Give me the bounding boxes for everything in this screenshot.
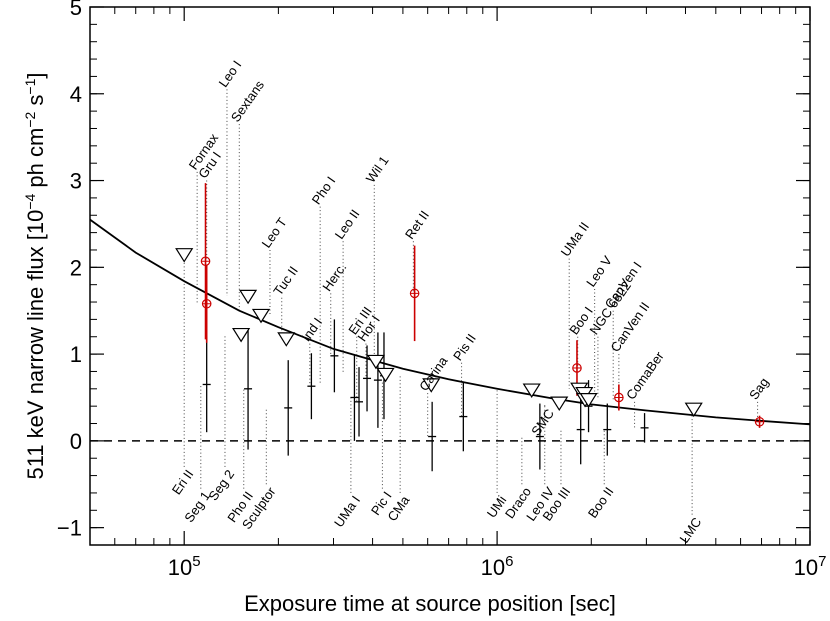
upper-limit-triangle — [684, 402, 703, 418]
upper-limit-triangle — [522, 383, 541, 399]
source-label: Leo T — [259, 215, 290, 251]
upper-limit-triangle — [376, 367, 395, 383]
upper-limit-triangle — [366, 354, 386, 370]
y-tick-label: 1 — [70, 342, 82, 367]
upper-limit-triangle — [277, 332, 296, 347]
source-label: Tuc II — [270, 263, 301, 298]
upper-limit-triangle — [238, 289, 258, 305]
source-label: UMa I — [331, 493, 363, 530]
x-tick-label: 105 — [168, 553, 201, 580]
y-tick-label: 0 — [70, 429, 82, 454]
y-axis-title: 511 keV narrow line flux [10−4 ph cm−2 s… — [22, 72, 48, 479]
upper-limit-triangle — [579, 393, 598, 408]
source-label: LMC — [676, 515, 704, 546]
source-label: Wil 1 — [363, 153, 392, 185]
y-tick-label: −1 — [57, 516, 82, 541]
y-tick-label: 5 — [70, 0, 82, 20]
y-tick-label: 2 — [70, 255, 82, 280]
axis-ticks — [89, 6, 811, 546]
source-label: Ret II — [402, 208, 432, 242]
upper-limit-triangle — [175, 248, 194, 263]
source-label: Pis II — [450, 331, 479, 363]
source-label: Leo I — [216, 58, 245, 90]
limit-curve — [89, 218, 811, 426]
plot-frame — [89, 6, 811, 546]
source-label: Sextans — [228, 77, 268, 124]
source-label: Eri II — [169, 467, 197, 498]
label-leaders — [183, 89, 759, 515]
y-tick-label: 4 — [70, 82, 82, 107]
y-tick-labels: −1 0 1 2 3 4 5 — [57, 0, 82, 541]
x-tick-label: 106 — [481, 553, 514, 580]
source-label: Ind I — [298, 315, 325, 344]
upper-limit-triangle — [251, 308, 271, 324]
limit-curve-line — [89, 218, 811, 426]
source-label: Pho I — [309, 174, 339, 207]
source-label: Leo V — [583, 253, 615, 290]
source-label: Sag — [746, 375, 772, 403]
source-label: Leo II — [332, 207, 363, 242]
upper-limit-triangle — [232, 327, 251, 343]
source-label: ComaBer — [623, 348, 667, 402]
x-tick-labels: 105 106 107 — [168, 553, 827, 580]
x-axis-title: Exposure time at source position [sec] — [244, 591, 616, 616]
source-label: Herc. — [319, 260, 349, 294]
x-tick-label: 107 — [794, 553, 827, 580]
source-label: SMC — [528, 406, 557, 438]
y-tick-label: 3 — [70, 169, 82, 194]
source-label: Seg 2 — [205, 467, 237, 503]
source-label: UMa II — [558, 219, 592, 259]
upper-limit-triangle — [422, 378, 441, 393]
data-points — [175, 183, 765, 472]
source-label: Boo II — [585, 484, 617, 520]
upper-limit-triangle — [550, 396, 569, 412]
